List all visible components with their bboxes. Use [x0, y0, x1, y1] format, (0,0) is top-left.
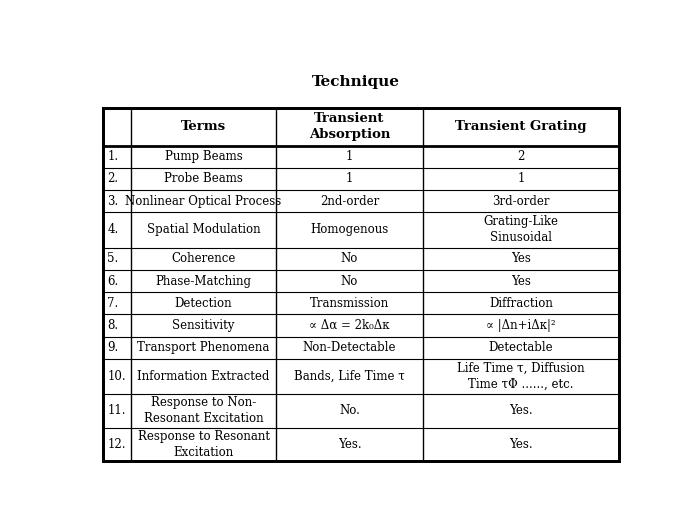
Text: 1: 1 — [518, 172, 525, 186]
Text: Yes.: Yes. — [509, 438, 533, 451]
Text: Information Extracted: Information Extracted — [137, 370, 270, 383]
Text: Yes: Yes — [511, 275, 531, 288]
Text: 1: 1 — [346, 150, 353, 163]
Text: Diffraction: Diffraction — [489, 297, 553, 310]
Text: 8.: 8. — [107, 319, 118, 332]
Text: Non-Detectable: Non-Detectable — [303, 341, 396, 354]
Text: Transient
Absorption: Transient Absorption — [309, 112, 390, 141]
Text: 7.: 7. — [107, 297, 119, 310]
Text: Transport Phenomena: Transport Phenomena — [137, 341, 270, 354]
Text: 1.: 1. — [107, 150, 118, 163]
Text: Phase-Matching: Phase-Matching — [155, 275, 251, 288]
Text: 4.: 4. — [107, 223, 119, 237]
Text: No: No — [341, 252, 358, 266]
Text: Transient Grating: Transient Grating — [455, 120, 587, 133]
Text: Detectable: Detectable — [489, 341, 553, 354]
Text: Yes.: Yes. — [337, 438, 362, 451]
Text: 11.: 11. — [107, 404, 126, 417]
Text: Nonlinear Optical Process: Nonlinear Optical Process — [126, 194, 282, 208]
Text: Response to Non-
Resonant Excitation: Response to Non- Resonant Excitation — [144, 396, 264, 425]
Text: Yes.: Yes. — [509, 404, 533, 417]
Text: 6.: 6. — [107, 275, 119, 288]
Text: Terms: Terms — [181, 120, 226, 133]
Text: Pump Beams: Pump Beams — [164, 150, 242, 163]
Text: 3rd-order: 3rd-order — [492, 194, 550, 208]
Bar — [103, 108, 619, 461]
Text: 2: 2 — [518, 150, 525, 163]
Text: Sensitivity: Sensitivity — [172, 319, 235, 332]
Text: Detection: Detection — [175, 297, 232, 310]
Text: ∝ Δα = 2k₀Δκ: ∝ Δα = 2k₀Δκ — [310, 319, 390, 332]
Text: No: No — [341, 275, 358, 288]
Text: Spatial Modulation: Spatial Modulation — [146, 223, 260, 237]
Text: 5.: 5. — [107, 252, 119, 266]
Text: 12.: 12. — [107, 438, 126, 451]
Text: 9.: 9. — [107, 341, 119, 354]
Text: Coherence: Coherence — [171, 252, 236, 266]
Text: 10.: 10. — [107, 370, 126, 383]
Text: Yes: Yes — [511, 252, 531, 266]
Text: 2nd-order: 2nd-order — [320, 194, 379, 208]
Text: Technique: Technique — [312, 74, 400, 89]
Text: Life Time τ, Diffusion
Time τΦ ......, etc.: Life Time τ, Diffusion Time τΦ ......, e… — [457, 362, 585, 391]
Text: Homogenous: Homogenous — [310, 223, 389, 237]
Text: 1: 1 — [346, 172, 353, 186]
Text: 2.: 2. — [107, 172, 118, 186]
Text: No.: No. — [339, 404, 360, 417]
Text: Transmission: Transmission — [310, 297, 389, 310]
Text: Response to Resonant
Excitation: Response to Resonant Excitation — [137, 430, 269, 459]
Text: 3.: 3. — [107, 194, 119, 208]
Text: ∝ |Δn+iΔκ|²: ∝ |Δn+iΔκ|² — [486, 319, 556, 332]
Text: Bands, Life Time τ: Bands, Life Time τ — [294, 370, 405, 383]
Text: Probe Beams: Probe Beams — [164, 172, 243, 186]
Text: Grating-Like
Sinusoidal: Grating-Like Sinusoidal — [484, 216, 559, 245]
